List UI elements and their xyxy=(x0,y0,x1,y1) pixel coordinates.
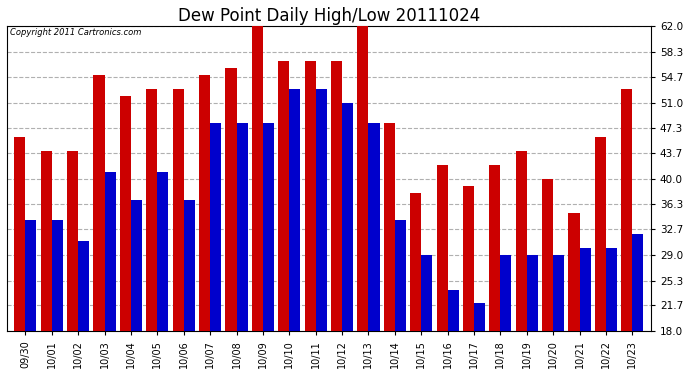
Bar xyxy=(595,137,606,331)
Bar xyxy=(437,165,448,331)
Bar xyxy=(474,303,485,331)
Bar xyxy=(542,179,553,331)
Bar xyxy=(172,89,184,331)
Bar xyxy=(278,61,289,331)
Bar xyxy=(52,220,63,331)
Bar xyxy=(342,103,353,331)
Bar xyxy=(569,213,580,331)
Bar xyxy=(184,200,195,331)
Bar xyxy=(357,20,368,331)
Bar xyxy=(226,68,237,331)
Bar xyxy=(67,151,78,331)
Bar xyxy=(384,123,395,331)
Bar xyxy=(331,61,342,331)
Bar xyxy=(14,137,26,331)
Bar xyxy=(421,255,433,331)
Title: Dew Point Daily High/Low 20111024: Dew Point Daily High/Low 20111024 xyxy=(178,7,480,25)
Bar xyxy=(252,27,263,331)
Bar xyxy=(315,89,327,331)
Bar xyxy=(263,123,274,331)
Bar xyxy=(146,89,157,331)
Bar xyxy=(580,248,591,331)
Bar xyxy=(304,61,315,331)
Bar xyxy=(553,255,564,331)
Bar xyxy=(93,75,105,331)
Bar xyxy=(131,200,142,331)
Bar xyxy=(368,123,380,331)
Bar xyxy=(289,89,300,331)
Bar xyxy=(606,248,617,331)
Bar xyxy=(526,255,538,331)
Bar xyxy=(632,234,643,331)
Bar xyxy=(199,75,210,331)
Bar xyxy=(410,193,421,331)
Bar xyxy=(41,151,52,331)
Bar xyxy=(395,220,406,331)
Bar xyxy=(621,89,632,331)
Text: Copyright 2011 Cartronics.com: Copyright 2011 Cartronics.com xyxy=(10,28,141,37)
Bar xyxy=(237,123,248,331)
Bar xyxy=(500,255,511,331)
Bar xyxy=(26,220,37,331)
Bar xyxy=(105,172,116,331)
Bar xyxy=(210,123,221,331)
Bar xyxy=(120,96,131,331)
Bar xyxy=(489,165,500,331)
Bar xyxy=(448,290,459,331)
Bar xyxy=(463,186,474,331)
Bar xyxy=(515,151,526,331)
Bar xyxy=(78,241,89,331)
Bar xyxy=(157,172,168,331)
